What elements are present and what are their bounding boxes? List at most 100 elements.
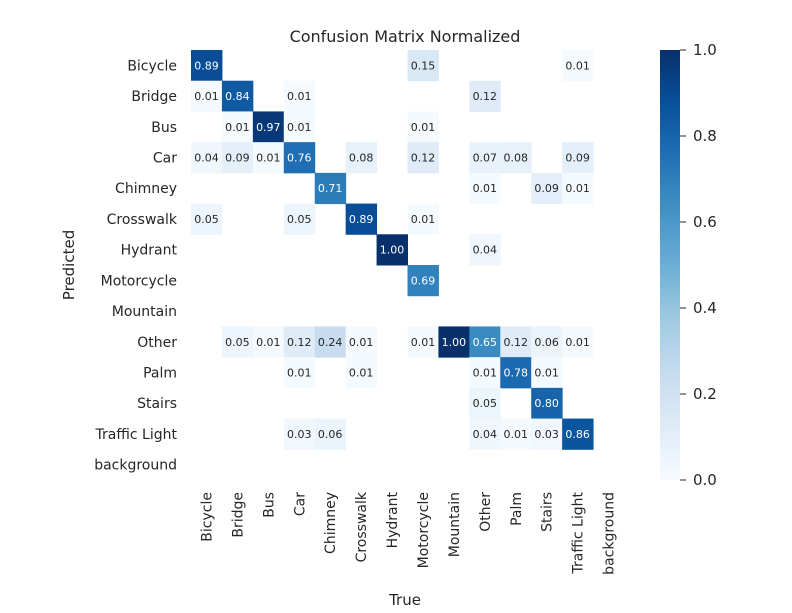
heatmap-cell bbox=[314, 418, 347, 450]
cell-value-label: 0.01 bbox=[287, 90, 312, 103]
cell-value-label: 0.76 bbox=[287, 152, 312, 165]
y-tick-label: Car bbox=[153, 151, 177, 167]
heatmap-cell bbox=[283, 203, 316, 235]
colorbar-tick-label: 0.8 bbox=[693, 127, 717, 145]
cell-value-label: 0.01 bbox=[225, 121, 250, 134]
x-tick-label: Bicycle bbox=[199, 492, 215, 542]
cell-value-label: 0.01 bbox=[411, 121, 436, 134]
cell-value-label: 0.01 bbox=[473, 367, 498, 380]
heatmap-cell bbox=[283, 326, 316, 358]
cell-value-label: 0.07 bbox=[473, 152, 498, 165]
cell-value-label: 0.08 bbox=[504, 152, 529, 165]
heatmap-cell bbox=[314, 326, 347, 358]
y-tick-label: Bridge bbox=[131, 89, 177, 105]
cell-value-label: 0.89 bbox=[349, 213, 374, 226]
heatmap-cell bbox=[407, 326, 439, 358]
cell-value-label: 0.04 bbox=[194, 152, 219, 165]
colorbar-tick-label: 0.2 bbox=[693, 385, 717, 403]
colorbar-tick-label: 1.0 bbox=[693, 41, 717, 59]
heatmap-cell bbox=[345, 357, 378, 389]
heatmap-cell bbox=[252, 111, 285, 143]
heatmap-cells bbox=[191, 50, 594, 450]
heatmap-cell bbox=[469, 80, 501, 112]
heatmap-cell bbox=[283, 418, 316, 450]
colorbar-tick-label: 0.0 bbox=[693, 471, 717, 489]
x-tick-label: Bridge bbox=[230, 492, 246, 538]
y-tick-label: Bus bbox=[151, 120, 177, 136]
x-tick-label: Stairs bbox=[540, 492, 556, 532]
cell-value-label: 0.01 bbox=[349, 336, 374, 349]
y-tick-label: Mountain bbox=[112, 304, 177, 320]
y-tick-label: Motorcycle bbox=[101, 273, 177, 289]
cell-value-label: 0.01 bbox=[287, 121, 312, 134]
cell-value-label: 0.01 bbox=[256, 336, 281, 349]
x-tick-label: Crosswalk bbox=[354, 491, 370, 562]
y-tick-label: Chimney bbox=[115, 181, 177, 197]
heatmap-cell bbox=[376, 234, 408, 266]
cell-value-label: 0.04 bbox=[473, 244, 498, 257]
cell-value-label: 0.01 bbox=[411, 213, 436, 226]
heatmap-cell bbox=[283, 80, 316, 112]
colorbar-tick-label: 0.4 bbox=[693, 299, 717, 317]
heatmap-cell bbox=[531, 387, 563, 420]
y-tick-label: Bicycle bbox=[127, 58, 177, 74]
cell-value-label: 0.05 bbox=[473, 397, 498, 410]
cell-value-label: 0.01 bbox=[565, 336, 590, 349]
heatmap-cell bbox=[252, 142, 285, 174]
heatmap-cell bbox=[407, 142, 439, 174]
cell-value-label: 0.78 bbox=[504, 367, 529, 380]
heatmap-cell bbox=[191, 203, 223, 235]
heatmap-cell bbox=[469, 142, 501, 174]
cell-value-label: 0.01 bbox=[256, 152, 281, 165]
y-tick-label: Palm bbox=[143, 366, 177, 382]
heatmap-cell bbox=[252, 326, 285, 358]
cell-value-label: 0.97 bbox=[256, 121, 281, 134]
heatmap-cell bbox=[531, 172, 563, 205]
chart-title: Confusion Matrix Normalized bbox=[290, 27, 521, 46]
heatmap-cell bbox=[283, 142, 316, 174]
heatmap-cell bbox=[345, 326, 378, 358]
cell-value-label: 0.65 bbox=[473, 336, 498, 349]
heatmap-cell bbox=[562, 172, 594, 205]
heatmap-cell bbox=[221, 80, 254, 112]
cell-value-label: 0.86 bbox=[565, 428, 590, 441]
heatmap-cell bbox=[531, 326, 563, 358]
cell-value-label: 0.04 bbox=[473, 428, 498, 441]
cell-value-label: 0.01 bbox=[534, 367, 559, 380]
heatmap-cell bbox=[562, 142, 594, 174]
cell-value-label: 0.89 bbox=[194, 59, 219, 72]
cell-value-label: 1.00 bbox=[380, 244, 405, 257]
heatmap-cell bbox=[531, 357, 563, 389]
y-axis-label: Predicted bbox=[60, 230, 78, 300]
heatmap-cell bbox=[191, 50, 223, 82]
heatmap-cell bbox=[221, 111, 254, 143]
heatmap-cell bbox=[469, 387, 501, 420]
heatmap-cell bbox=[562, 50, 594, 82]
x-tick-label: Hydrant bbox=[385, 491, 401, 548]
y-tick-label: background bbox=[94, 458, 177, 474]
x-tick-label: Chimney bbox=[323, 492, 339, 554]
cell-value-label: 0.09 bbox=[225, 152, 250, 165]
heatmap-cell bbox=[469, 357, 501, 389]
cell-value-label: 0.01 bbox=[504, 428, 529, 441]
colorbar bbox=[660, 50, 680, 480]
cell-value-label: 0.08 bbox=[349, 152, 374, 165]
heatmap-cell bbox=[191, 142, 223, 174]
cell-value-label: 0.01 bbox=[287, 367, 312, 380]
cell-value-label: 0.69 bbox=[411, 274, 436, 287]
heatmap-cell bbox=[500, 357, 532, 389]
heatmap-cell bbox=[221, 326, 254, 358]
heatmap-cell bbox=[283, 111, 316, 143]
cell-value-label: 0.06 bbox=[534, 336, 559, 349]
cell-value-label: 0.09 bbox=[565, 152, 590, 165]
heatmap-cell bbox=[407, 203, 439, 235]
x-tick-label: Motorcycle bbox=[416, 492, 432, 568]
heatmap-cell bbox=[469, 418, 501, 450]
cell-value-label: 0.12 bbox=[287, 336, 312, 349]
heatmap-cell bbox=[469, 172, 501, 205]
heatmap-cell bbox=[469, 234, 501, 266]
heatmap-cell bbox=[191, 80, 223, 112]
cell-value-label: 0.12 bbox=[504, 336, 529, 349]
heatmap-cell bbox=[345, 203, 378, 235]
